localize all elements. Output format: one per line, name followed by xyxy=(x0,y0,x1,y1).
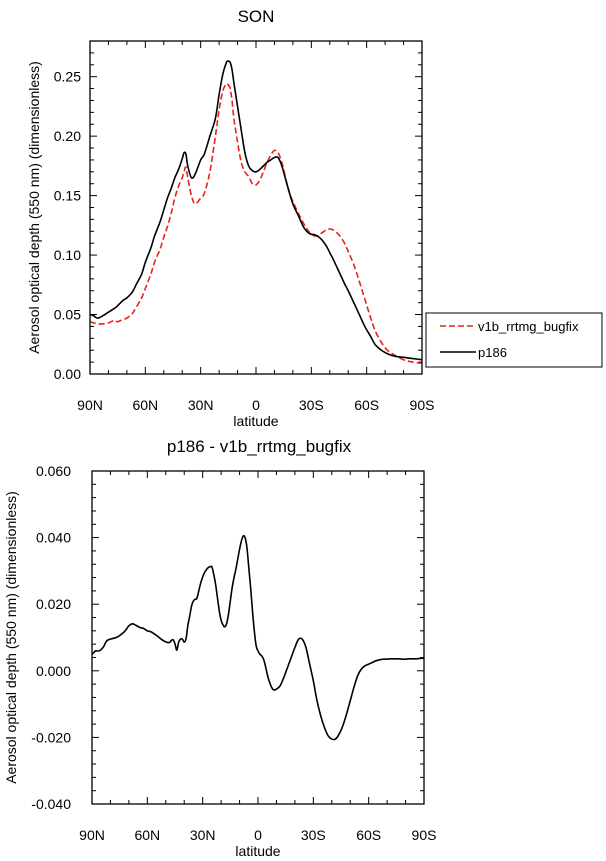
x-tick-label: 0 xyxy=(252,397,260,413)
y-tick-label: 0.05 xyxy=(54,307,81,323)
x-tick-label: 60S xyxy=(356,827,381,843)
chart-2-y-axis-label: Aerosol optical depth (550 nm) (dimensio… xyxy=(3,491,19,784)
chart-2-series xyxy=(92,534,424,741)
x-tick-label: 90N xyxy=(77,397,103,413)
x-tick-label: 60N xyxy=(132,397,158,413)
y-tick-label: 0.020 xyxy=(36,596,71,612)
y-tick-label: 0.25 xyxy=(54,69,81,85)
chart-1-y-ticks: 0.00 0.05 0.10 0.15 0.20 0.25 xyxy=(54,40,422,382)
chart-2-x-axis-label: latitude xyxy=(235,843,280,859)
legend-label-series-1: v1b_rrtmg_bugfix xyxy=(478,319,579,334)
x-tick-label: 60S xyxy=(354,397,379,413)
chart-1-plot-frame xyxy=(89,40,423,375)
chart-1-y-axis-label: Aerosol optical depth (550 nm) (dimensio… xyxy=(26,61,42,354)
x-tick-label: 30N xyxy=(188,397,214,413)
y-tick-label: 0.20 xyxy=(54,128,81,144)
x-tick-label: 30S xyxy=(301,827,326,843)
x-tick-label: 0 xyxy=(254,827,262,843)
chart-1-legend: v1b_rrtmg_bugfix p186 xyxy=(425,312,603,368)
series-line-p186-v1b-rrtmg-bugfix xyxy=(92,534,424,741)
chart-2-x-ticks: 90N 60N 30N 0 30S 60S 90S xyxy=(79,471,436,843)
chart-2-y-ticks: -0.040 -0.020 0.000 0.020 0.040 0.060 xyxy=(31,463,424,812)
y-tick-label: -0.020 xyxy=(31,729,71,745)
chart-1-x-axis-label: latitude xyxy=(233,413,278,429)
x-tick-label: 30S xyxy=(299,397,324,413)
chart-1-series xyxy=(90,60,422,365)
x-tick-label: 90N xyxy=(79,827,105,843)
series-line-v1b-rrtmg-bugfix xyxy=(90,82,422,365)
y-tick-label: 0.060 xyxy=(36,463,71,479)
legend-box xyxy=(425,312,603,368)
x-tick-label: 90S xyxy=(410,397,435,413)
y-tick-label: 0.00 xyxy=(54,366,81,382)
chart-1: SON 0.00 0.05 0.10 0.15 0.20 0.25 90N 60N 30N 0 3… xyxy=(26,7,603,429)
y-tick-label: 0.15 xyxy=(54,188,81,204)
x-tick-label: 90S xyxy=(412,827,437,843)
chart-2-plot-frame xyxy=(91,470,425,805)
x-tick-label: 60N xyxy=(134,827,160,843)
chart-1-x-ticks: 90N 60N 30N 0 30S 60S 90S xyxy=(77,41,434,413)
chart-2: p186 - v1b_rrtmg_bugfix -0.040 -0.020 0.00… xyxy=(3,437,436,859)
y-tick-label: -0.040 xyxy=(31,796,71,812)
y-tick-label: 0.000 xyxy=(36,663,71,679)
y-tick-label: 0.040 xyxy=(36,530,71,546)
legend-label-series-2: p186 xyxy=(478,345,507,360)
y-tick-label: 0.10 xyxy=(54,247,81,263)
chart-2-title: p186 - v1b_rrtmg_bugfix xyxy=(167,437,352,456)
chart-1-title: SON xyxy=(238,7,275,26)
series-line-p186 xyxy=(90,60,422,361)
x-tick-label: 30N xyxy=(190,827,216,843)
